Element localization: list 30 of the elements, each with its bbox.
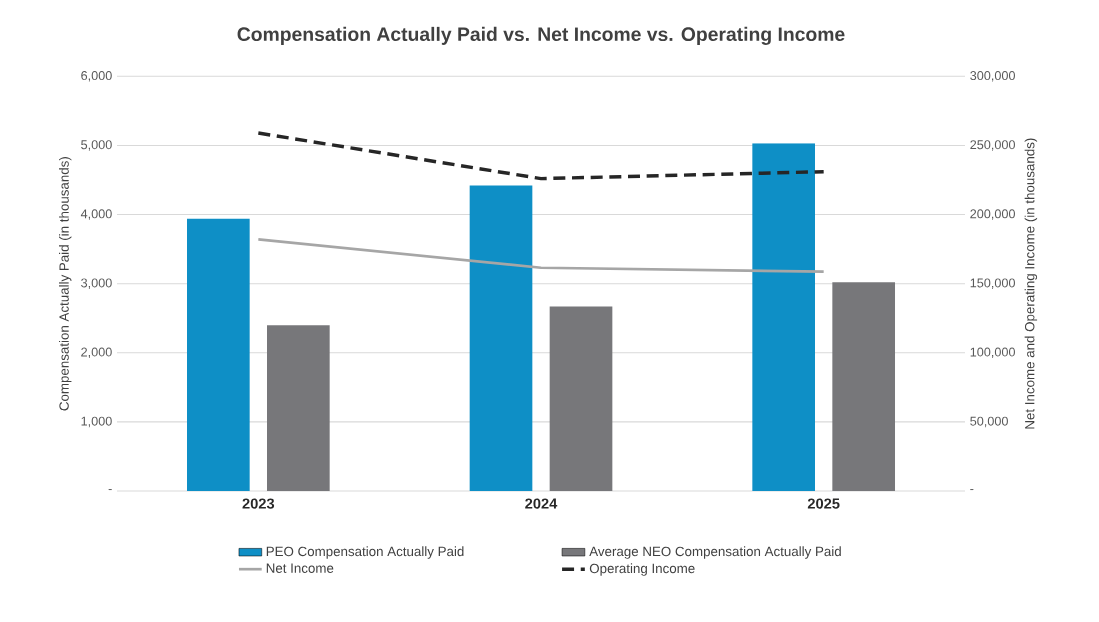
y2-tick-label: 250,000	[970, 140, 1015, 151]
y2-tick-label: 100,000	[970, 347, 1015, 359]
x-tick-label: 2024	[525, 498, 558, 509]
bar	[752, 143, 816, 491]
y2-tick-label: -	[970, 489, 974, 491]
bar	[469, 185, 533, 491]
y-tick-label: -	[108, 489, 112, 491]
bar	[832, 282, 896, 491]
y2-tick-label: 300,000	[970, 71, 1015, 82]
bar	[549, 306, 613, 491]
y-tick-label: 4,000	[80, 209, 112, 220]
chart-title: Compensation Actually Paid vs. Net Income vs. Operating Income	[237, 26, 845, 45]
y2-tick-label: 200,000	[970, 209, 1015, 220]
legend-label: Operating Income	[589, 563, 695, 576]
y-axis-title: Compensation Actually Paid (in thousands)	[59, 157, 72, 411]
y2-tick-label: 150,000	[970, 278, 1015, 289]
y-tick-label: 1,000	[81, 416, 112, 428]
y-tick-label: 6,000	[81, 71, 112, 82]
bar	[267, 325, 330, 491]
bar	[187, 218, 250, 491]
y-tick-label: 3,000	[81, 278, 112, 289]
x-tick-label: 2025	[807, 498, 840, 509]
y2-tick-label: 50,000	[970, 416, 1008, 428]
legend-label: Net Income	[266, 563, 334, 573]
legend-label: Average NEO Compensation Actually Paid	[589, 546, 841, 559]
legend-label: PEO Compensation Actually Paid	[266, 546, 464, 559]
y-tick-label: 2,000	[81, 347, 112, 359]
x-tick-label: 2023	[242, 498, 275, 509]
y-tick-label: 5,000	[81, 140, 112, 151]
y2-axis-title: Net Income and Operating Income (in thousands)	[1024, 138, 1038, 429]
